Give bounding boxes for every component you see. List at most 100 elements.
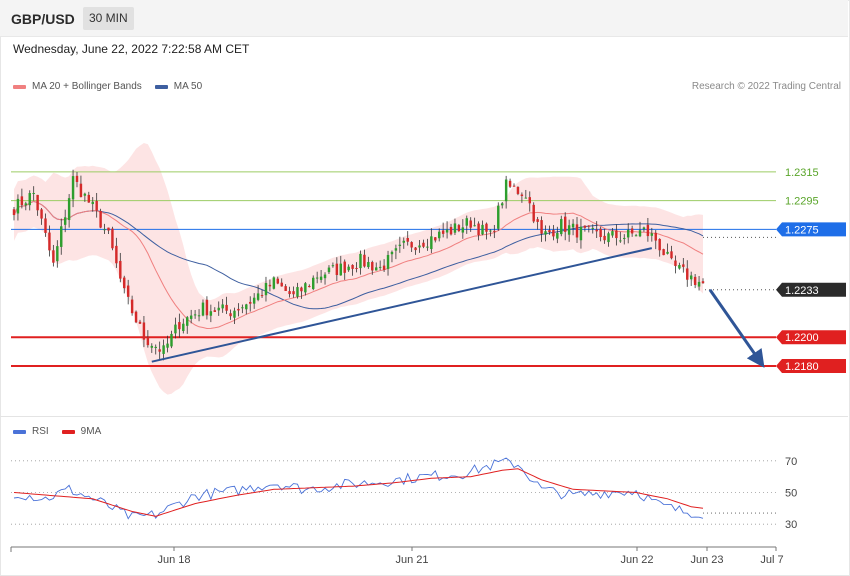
legend-rsi-ma-label: 9MA bbox=[80, 426, 102, 437]
candle-body bbox=[579, 226, 583, 241]
candle-body bbox=[536, 219, 539, 222]
candle-body bbox=[205, 299, 209, 316]
candle-body bbox=[260, 295, 264, 297]
candle-body bbox=[209, 311, 213, 316]
candle-body bbox=[304, 283, 307, 293]
price-legend: MA 20 + Bollinger Bands MA 50 bbox=[13, 81, 215, 92]
candle-body bbox=[245, 304, 248, 310]
candle-body bbox=[36, 194, 39, 211]
rsi-swatch bbox=[13, 429, 26, 434]
candle-body bbox=[449, 226, 453, 235]
candle-body bbox=[327, 267, 331, 273]
candle-body bbox=[276, 278, 280, 284]
candle-body bbox=[678, 265, 681, 269]
candle-body bbox=[48, 232, 51, 251]
timeframe-button[interactable]: 30 MIN bbox=[83, 7, 134, 30]
candle-body bbox=[563, 216, 567, 232]
candle-body bbox=[237, 308, 240, 311]
candle-body bbox=[32, 192, 35, 194]
rsi-pane: 70 50 30 bbox=[11, 456, 797, 531]
candle-body bbox=[646, 224, 650, 237]
rsi-tick-30: 30 bbox=[785, 519, 797, 531]
candle-body bbox=[111, 228, 114, 249]
candle-body bbox=[686, 268, 689, 280]
candle-body bbox=[174, 324, 177, 334]
candle-body bbox=[638, 230, 642, 237]
legend-ma20-label: MA 20 + Bollinger Bands bbox=[32, 81, 142, 92]
candle-body bbox=[481, 224, 484, 235]
candle-body bbox=[63, 217, 67, 225]
candle-body bbox=[434, 237, 437, 241]
candle-body bbox=[331, 265, 335, 267]
level-tag-1.2180 bbox=[776, 358, 846, 373]
level-label-1.2180: 1.2180 bbox=[785, 361, 819, 373]
candle-body bbox=[682, 264, 685, 267]
candle-body bbox=[445, 229, 449, 233]
candle-body bbox=[630, 228, 634, 234]
candle-body bbox=[28, 193, 31, 206]
candle-body bbox=[225, 304, 228, 311]
candle-body bbox=[95, 200, 98, 211]
candle-body bbox=[103, 229, 106, 231]
candle-body bbox=[126, 285, 130, 297]
candle-body bbox=[398, 244, 402, 247]
candle-body bbox=[524, 197, 528, 199]
candle-body bbox=[615, 230, 618, 239]
candle-body bbox=[607, 233, 610, 243]
candle-body bbox=[508, 180, 512, 187]
candle-body bbox=[363, 254, 366, 267]
candle-body bbox=[201, 302, 205, 316]
candle-body bbox=[662, 249, 665, 256]
candle-body bbox=[689, 275, 693, 280]
candle-body bbox=[390, 251, 394, 255]
candle-body bbox=[583, 225, 587, 228]
candle-body bbox=[634, 235, 638, 237]
candle-body bbox=[150, 345, 154, 348]
candle-body bbox=[489, 230, 492, 232]
candle-body bbox=[410, 242, 413, 248]
candle-body bbox=[422, 242, 425, 247]
candle-body bbox=[473, 225, 476, 227]
candle-body bbox=[146, 337, 150, 346]
ma20-swatch bbox=[13, 84, 26, 89]
rsi-ma-swatch bbox=[61, 429, 75, 434]
candle-body bbox=[512, 185, 516, 187]
candle-body bbox=[319, 276, 323, 280]
candle-body bbox=[249, 301, 252, 304]
candle-body bbox=[402, 240, 405, 243]
candle-body bbox=[571, 223, 575, 228]
trendline bbox=[151, 247, 653, 363]
candle-body bbox=[461, 227, 465, 233]
candle-body bbox=[453, 223, 457, 233]
candle-body bbox=[296, 287, 299, 297]
legend-rsi-ma: 9MA bbox=[61, 426, 102, 437]
level-label-1.2200: 1.2200 bbox=[785, 332, 819, 344]
candle-body bbox=[182, 323, 185, 331]
projection-arrow bbox=[708, 288, 765, 368]
candle-body bbox=[469, 220, 472, 228]
candle-body bbox=[359, 253, 362, 269]
candle-body bbox=[351, 264, 354, 269]
candle-body bbox=[532, 204, 535, 222]
legend-ma20: MA 20 + Bollinger Bands bbox=[13, 81, 142, 92]
candle-body bbox=[670, 251, 673, 259]
level-label-1.2233: 1.2233 bbox=[785, 285, 819, 297]
candle-body bbox=[430, 236, 433, 250]
symbol-title: GBP/USD bbox=[11, 11, 75, 27]
candle-body bbox=[221, 304, 224, 309]
candle-body bbox=[603, 235, 606, 241]
candle-body bbox=[591, 227, 594, 229]
candle-body bbox=[623, 237, 626, 239]
candle-body bbox=[166, 343, 169, 348]
level-label-1.2315: 1.2315 bbox=[785, 167, 819, 179]
candle-body bbox=[437, 231, 441, 239]
candle-body bbox=[130, 299, 134, 314]
candle-body bbox=[414, 247, 417, 251]
candle-body bbox=[504, 179, 508, 202]
candle-body bbox=[197, 315, 201, 317]
candle-body bbox=[323, 274, 327, 279]
x-axis: Jun 18 Jun 21 Jun 22 Jun 23 Jul 7 bbox=[10, 546, 784, 566]
candle-body bbox=[67, 198, 71, 221]
candle-body bbox=[217, 307, 220, 311]
